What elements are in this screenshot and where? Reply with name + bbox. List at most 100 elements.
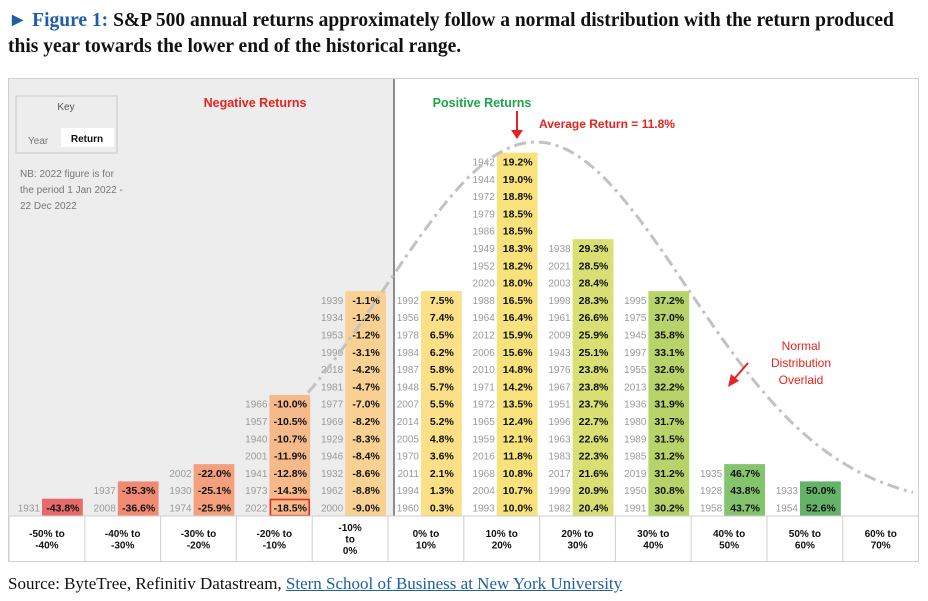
return-label: 30.8% [654, 485, 684, 497]
bin-axis-label: -30% to-20% [160, 516, 216, 561]
bin-cell [345, 446, 386, 465]
return-label: 22.6% [579, 433, 609, 445]
return-label: 31.9% [654, 399, 684, 411]
return-label: 18.3% [503, 243, 533, 255]
year-label: 2010 [473, 365, 496, 376]
bin-label-line: 0% [343, 546, 358, 557]
key-title: Key [57, 102, 74, 113]
bin-cell [269, 429, 311, 448]
year-label: 1941 [245, 469, 268, 480]
bin-cell [572, 239, 614, 257]
year-label: 1939 [321, 296, 344, 307]
figure-title: ► Figure 1: S&P 500 annual returns appro… [8, 8, 920, 60]
bin-cell [572, 394, 614, 413]
year-label: 1994 [397, 486, 420, 497]
return-label: 6.2% [430, 347, 455, 359]
bin-cell [496, 394, 538, 413]
bin-cell [269, 394, 311, 413]
return-label: -1.2% [352, 330, 380, 342]
year-label: 1962 [321, 486, 344, 497]
return-label: 46.7% [730, 468, 760, 480]
bin-cell [572, 377, 614, 396]
year-label: 1958 [700, 504, 723, 515]
bin-cell [421, 291, 462, 309]
bin-cell [572, 360, 614, 378]
return-label: -12.8% [274, 468, 308, 480]
bin-cell [496, 221, 538, 240]
return-label: -18.5% [274, 503, 308, 515]
bin-cell [496, 204, 538, 223]
bin-cell [572, 464, 614, 482]
year-label: 2013 [624, 382, 647, 393]
return-label: 19.0% [503, 174, 533, 186]
year-label: 1935 [700, 469, 723, 480]
bin-label-line: 60% [795, 540, 815, 551]
return-label: 31.7% [654, 416, 684, 428]
year-label: 1983 [548, 452, 571, 463]
return-label: -25.1% [198, 485, 232, 497]
key-year-label: Year [28, 136, 49, 147]
year-label: 2001 [245, 452, 268, 463]
bin-cell [572, 273, 614, 292]
bin-label-line: 30% to [637, 529, 669, 540]
bin-column: 1991 30.2% 1950 30.8% 2019 31.2% 1985 31.2% 1989… [624, 291, 690, 517]
year-label: 1951 [548, 400, 571, 411]
return-label: 23.7% [579, 399, 609, 411]
return-label: -9.0% [352, 503, 380, 515]
figure-title-text: S&P 500 annual returns approximately fol… [8, 10, 894, 57]
year-label: 1995 [624, 296, 647, 307]
bin-cell [421, 377, 462, 396]
year-label: 2002 [169, 469, 192, 480]
bin-cell [496, 464, 538, 482]
return-label: 32.6% [654, 364, 684, 376]
bin-cell [345, 464, 386, 482]
source-link[interactable]: Stern School of Business at New York Uni… [285, 574, 623, 593]
return-label: 31.2% [654, 468, 684, 480]
bin-cell [269, 446, 311, 465]
year-label: 1991 [624, 504, 647, 515]
year-label: 1954 [776, 504, 799, 515]
bin-cell [648, 429, 690, 448]
bin-cell [496, 152, 538, 171]
bin-label-line: -50% to [29, 529, 65, 540]
return-label: 22.7% [579, 416, 609, 428]
bin-cell [724, 481, 765, 500]
year-label: 2008 [94, 504, 117, 515]
return-label: 14.8% [503, 364, 533, 376]
year-label: 2017 [548, 469, 571, 480]
year-label: 1932 [321, 469, 344, 480]
return-label: 15.9% [503, 330, 533, 342]
bin-axis-label: -40% to-30% [84, 516, 140, 561]
year-label: 1977 [321, 400, 344, 411]
year-label: 1979 [473, 209, 496, 220]
bin-label-line: -30% [111, 540, 134, 551]
return-label: 33.1% [654, 347, 684, 359]
year-label: 1988 [473, 296, 496, 307]
year-label: 1934 [321, 313, 344, 324]
bin-column: 1982 20.4% 1999 20.9% 2017 21.6% 1983 22.3% 1963… [548, 239, 614, 517]
year-label: 1999 [548, 486, 571, 497]
bin-cell [421, 498, 462, 517]
year-label: 1956 [397, 313, 420, 324]
year-label: 1998 [548, 296, 571, 307]
year-label: 1948 [397, 382, 420, 393]
year-label: 2012 [473, 331, 496, 342]
year-label: 2003 [548, 279, 571, 290]
bin-column: 2000 -9.0% 1962 -8.8% 1932 -8.6% 1946 -8.4% 1929… [321, 291, 386, 517]
bin-cell [345, 360, 386, 378]
return-label: 31.2% [654, 451, 684, 463]
bin-cell [724, 498, 765, 517]
bin-cell [421, 308, 462, 327]
source-note: Source: ByteTree, Refinitiv Datastream, … [8, 574, 622, 594]
normal-curve-label: Normal Distribution Overlaid [771, 339, 831, 387]
bin-label-line: 10% to [486, 529, 518, 540]
return-label: 32.2% [654, 381, 684, 393]
bin-cell [648, 412, 690, 430]
return-label: -8.4% [352, 451, 380, 463]
bin-label-line: 40% to [713, 529, 745, 540]
year-label: 1993 [473, 504, 496, 515]
return-label: 6.5% [430, 330, 455, 342]
year-label: 1949 [473, 244, 496, 255]
year-label: 2006 [473, 348, 496, 359]
